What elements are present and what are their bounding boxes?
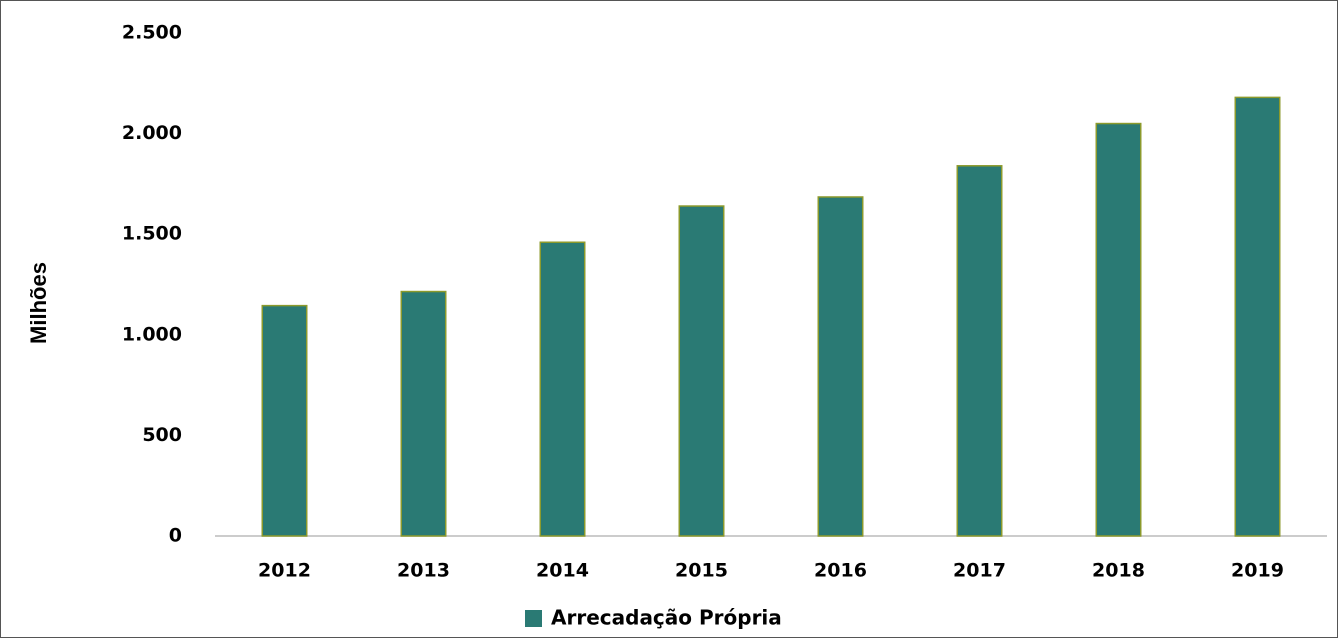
y-tick-label: 500	[142, 424, 182, 446]
y-axis-label: Milhões	[26, 262, 51, 344]
y-tick-label: 0	[169, 525, 182, 547]
bar	[817, 196, 864, 537]
y-tick-label: 2.500	[122, 22, 182, 44]
bar	[956, 165, 1003, 537]
bar	[261, 304, 308, 537]
legend-label: Arrecadação Própria	[551, 606, 782, 630]
x-tick-label: 2012	[258, 560, 311, 582]
bar	[400, 290, 447, 537]
x-tick-label: 2016	[814, 560, 867, 582]
bar	[539, 241, 586, 537]
y-tick-label: 1.500	[122, 223, 182, 245]
x-tick-label: 2019	[1231, 560, 1284, 582]
bar	[678, 205, 725, 537]
x-tick-label: 2013	[397, 560, 450, 582]
y-tick-label: 2.000	[122, 122, 182, 144]
bar	[1095, 122, 1142, 537]
x-tick-label: 2015	[675, 560, 728, 582]
x-tick-label: 2018	[1092, 560, 1145, 582]
legend-swatch	[525, 610, 542, 627]
x-tick-label: 2017	[953, 560, 1006, 582]
y-tick-label: 1.000	[122, 323, 182, 345]
x-tick-label: 2014	[536, 560, 589, 582]
bar	[1234, 96, 1281, 537]
